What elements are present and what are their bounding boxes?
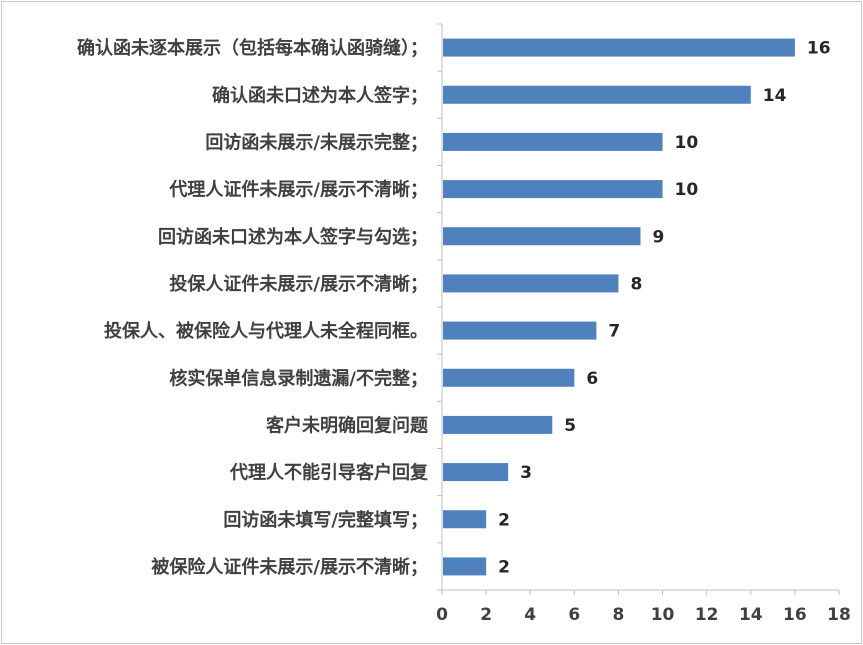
data-label: 6 (586, 369, 598, 389)
x-tick-label: 10 (651, 605, 675, 625)
data-label: 2 (498, 510, 510, 530)
x-tick-label: 8 (613, 605, 625, 625)
category-label: 代理人不能引导客户回复 (229, 462, 429, 484)
x-tick-label: 0 (436, 605, 448, 625)
x-tick-label: 16 (783, 605, 807, 625)
data-label: 5 (564, 416, 576, 436)
x-tick-label: 14 (739, 605, 763, 625)
data-label: 16 (807, 39, 831, 59)
category-label: 确认函未口述为本人签字； (212, 84, 428, 106)
bar (443, 274, 619, 293)
data-label: 3 (520, 463, 532, 483)
bar (443, 85, 751, 104)
data-label: 9 (653, 227, 665, 247)
category-label: 客户未明确回复问题 (266, 414, 429, 436)
category-label: 确认函未逐本展示（包括每本确认函骑缝）； (77, 37, 428, 59)
category-label: 投保人、被保险人与代理人未全程同框。 (104, 320, 428, 342)
data-label: 10 (675, 133, 699, 153)
data-label: 8 (630, 274, 642, 294)
category-label: 核实保单信息录制遗漏/不完整； (169, 367, 428, 389)
category-label: 投保人证件未展示/展示不清晰； (169, 273, 428, 295)
bar (443, 510, 487, 529)
bar (443, 180, 663, 199)
bar (443, 227, 641, 246)
bar (443, 132, 663, 151)
x-tick-label: 2 (480, 605, 492, 625)
category-label: 回访函未填写/完整填写； (223, 509, 428, 531)
bar (443, 463, 509, 482)
x-tick-label: 18 (827, 605, 851, 625)
bar (443, 415, 553, 434)
x-tick-label: 6 (568, 605, 580, 625)
x-tick-label: 12 (695, 605, 719, 625)
category-label: 回访函未口述为本人签字与勾选； (158, 226, 428, 248)
data-label: 7 (608, 322, 620, 342)
bar (443, 368, 575, 387)
bar (443, 321, 597, 340)
data-label: 2 (498, 557, 510, 577)
category-label: 代理人证件未展示/展示不清晰； (168, 179, 428, 201)
category-label: 回访函未展示/未展示完整； (205, 131, 428, 153)
x-tick-label: 4 (524, 605, 536, 625)
bar (443, 38, 795, 57)
category-label: 被保险人证件未展示/展示不清晰； (151, 556, 428, 578)
data-label: 10 (675, 180, 699, 200)
bar (443, 557, 487, 576)
data-label: 14 (763, 86, 787, 106)
